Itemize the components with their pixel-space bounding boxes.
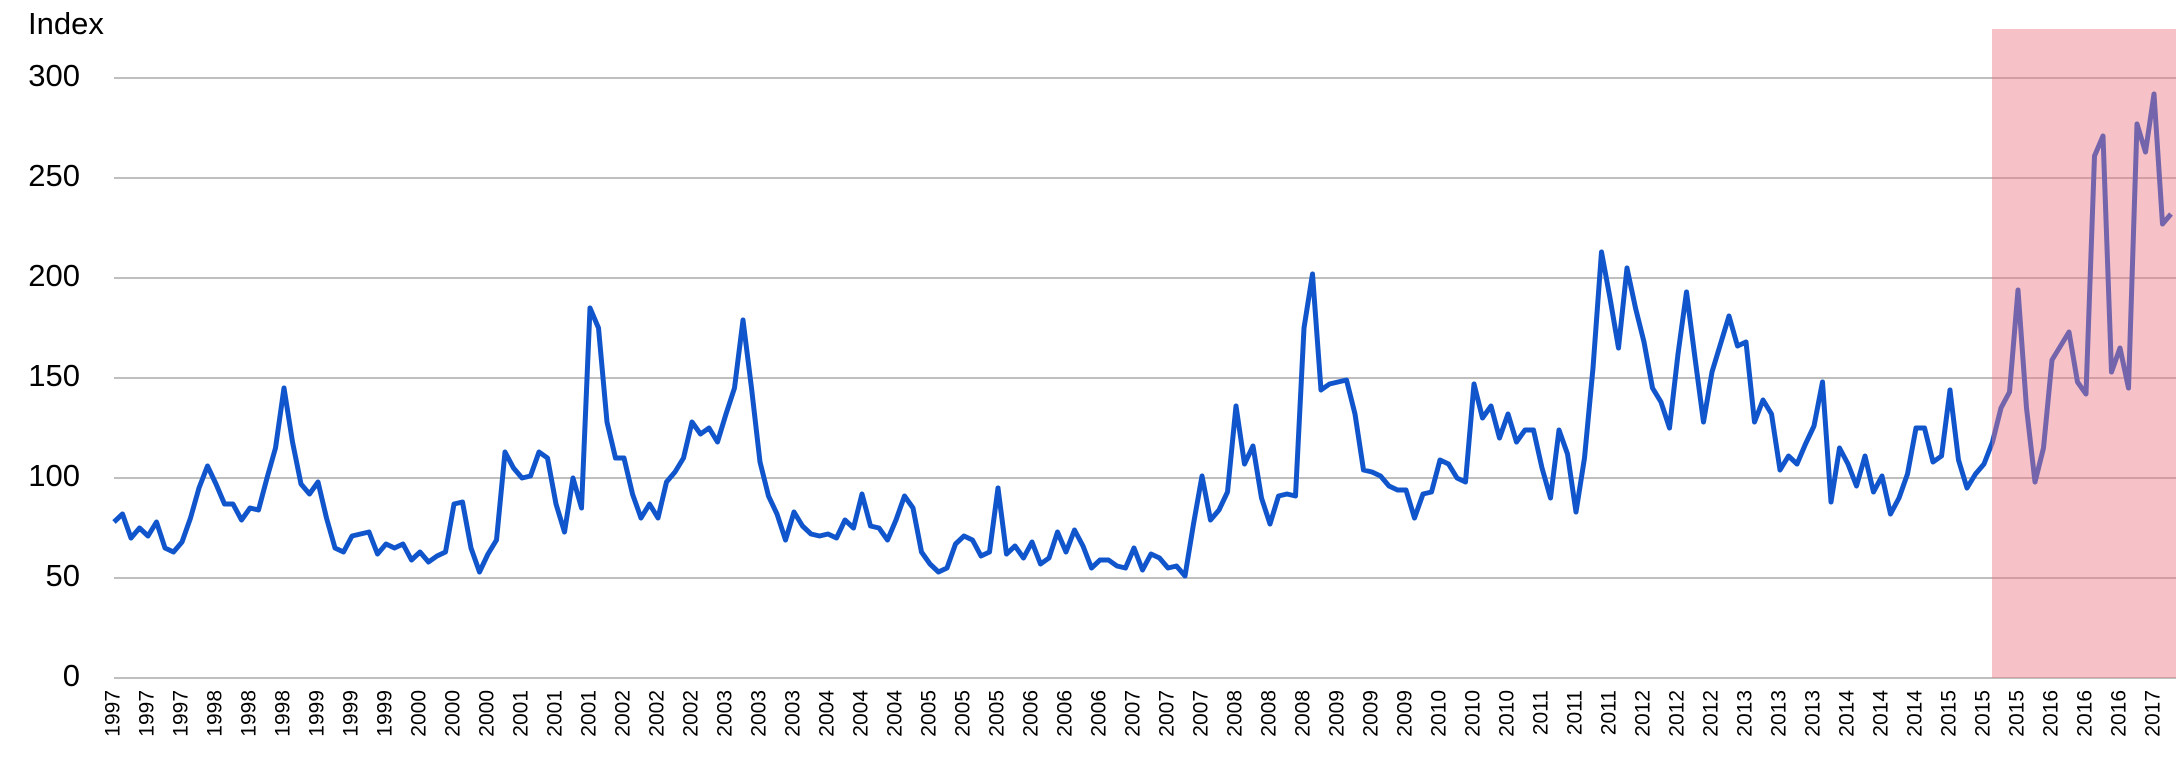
x-tick-label: 2008 (1224, 690, 1247, 737)
x-tick-label: 2004 (884, 690, 907, 737)
x-tick-label: 2010 (1428, 690, 1451, 737)
x-tick-label: 2010 (1462, 690, 1485, 737)
x-tick-label: 2016 (2040, 690, 2063, 737)
y-axis-label: Index (28, 6, 104, 41)
x-tick-label: 2010 (1496, 690, 1519, 737)
x-tick-label: 2005 (952, 690, 975, 737)
x-tick-label: 2008 (1258, 690, 1281, 737)
x-tick-label: 2002 (680, 690, 703, 737)
y-tick-label: 250 (28, 158, 80, 193)
x-tick-label: 2011 (1598, 690, 1621, 735)
x-tick-label: 2003 (782, 690, 805, 737)
x-tick-label: 2012 (1632, 690, 1655, 737)
x-tick-label: 2011 (1530, 690, 1553, 735)
x-tick-label: 2003 (748, 690, 771, 737)
x-tick-label: 2015 (1972, 690, 1995, 737)
x-tick-label: 1998 (204, 690, 227, 737)
y-tick-label: 0 (63, 658, 80, 693)
x-tick-label: 1997 (102, 690, 125, 737)
x-tick-label: 2002 (646, 690, 669, 737)
x-tick-label: 1997 (170, 690, 193, 737)
y-tick-label: 100 (28, 458, 80, 493)
x-tick-label: 1999 (374, 690, 397, 737)
x-tick-label: 2015 (2006, 690, 2029, 737)
x-tick-label: 2001 (544, 690, 567, 737)
x-tick-label: 2005 (986, 690, 1009, 737)
x-tick-label: 2007 (1122, 690, 1145, 737)
x-tick-label: 2001 (510, 690, 533, 737)
x-tick-label: 2014 (1870, 690, 1893, 737)
x-tick-label: 2000 (442, 690, 465, 737)
x-tick-label: 1998 (272, 690, 295, 737)
x-tick-label: 2001 (578, 690, 601, 737)
x-tick-label: 2003 (714, 690, 737, 737)
x-tick-label: 1997 (136, 690, 159, 737)
x-tick-label: 1999 (340, 690, 363, 737)
x-tick-label: 2007 (1156, 690, 1179, 737)
x-tick-label: 2012 (1700, 690, 1723, 737)
x-tick-label: 2006 (1020, 690, 1043, 737)
x-tick-label: 2013 (1768, 690, 1791, 737)
x-tick-label: 2004 (850, 690, 873, 737)
x-tick-label: 1998 (238, 690, 261, 737)
y-tick-label: 300 (28, 58, 80, 93)
y-tick-label: 50 (46, 558, 80, 593)
x-tick-label: 2014 (1836, 690, 1859, 737)
data-line (112, 91, 2173, 579)
x-tick-label: 1999 (306, 690, 329, 737)
y-tick-label: 150 (28, 358, 80, 393)
x-tick-label: 2000 (476, 690, 499, 737)
x-tick-label: 2009 (1360, 690, 1383, 737)
x-tick-label: 2015 (1938, 690, 1961, 737)
x-tick-label: 2011 (1564, 690, 1587, 735)
y-tick-label: 200 (28, 258, 80, 293)
x-tick-label: 2007 (1190, 690, 1213, 737)
x-tick-label: 2017 (2142, 690, 2165, 737)
x-tick-label: 2012 (1666, 690, 1689, 737)
x-tick-label: 2013 (1802, 690, 1825, 737)
x-tick-label: 2016 (2108, 690, 2131, 737)
highlight-region (1992, 29, 2176, 678)
x-tick-label: 2002 (612, 690, 635, 737)
x-tick-label: 2006 (1054, 690, 1077, 737)
x-tick-label: 2008 (1292, 690, 1315, 737)
x-tick-label: 2013 (1734, 690, 1757, 737)
x-tick-label: 2000 (408, 690, 431, 737)
x-tick-label: 2005 (918, 690, 941, 737)
x-tick-label: 2009 (1394, 690, 1417, 737)
x-tick-label: 2009 (1326, 690, 1349, 737)
x-tick-label: 2006 (1088, 690, 1111, 737)
x-tick-label: 2004 (816, 690, 839, 737)
x-tick-label: 2014 (1904, 690, 1927, 737)
x-tick-label: 2016 (2074, 690, 2097, 737)
